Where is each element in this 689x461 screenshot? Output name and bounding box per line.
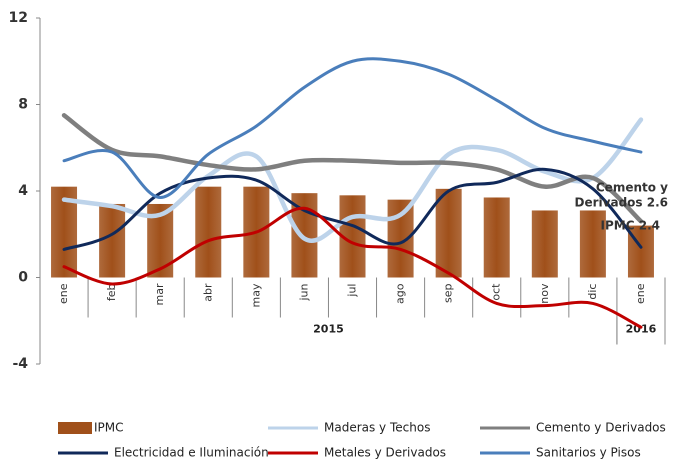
x-tick-label: mar [153,283,166,305]
x-tick-label: nov [538,283,551,304]
y-tick-label: 0 [18,270,28,286]
line [62,167,643,251]
line [62,57,643,199]
y-tick-label: -4 [12,356,28,372]
x-tick-label: may [249,283,262,307]
legend-label: IPMC [94,421,124,435]
x-tick-label: dic [586,284,599,300]
bar [531,210,558,278]
x-tick-label: ene [57,283,70,304]
legend-label: Electricidad e Iluminación [114,446,269,460]
x-tick-label: oct [490,283,503,301]
annotation: IPMC 2.4 [601,219,660,233]
bar [99,203,126,278]
bar [483,197,510,278]
group-label: 2015 [313,323,344,336]
bar [195,186,222,278]
y-tick-label: 8 [18,97,28,113]
legend-label: Maderas y Techos [324,421,430,435]
x-tick-label: jul [346,284,359,298]
line [61,117,644,243]
x-tick-label: sep [442,283,455,302]
x-tick-label: ago [394,283,407,304]
legend-label: Sanitarios y Pisos [536,446,641,460]
x-tick-label: feb [105,283,118,301]
bar [579,210,606,278]
legend-label: Metales y Derivados [324,446,446,460]
legend-label: Cemento y Derivados [536,421,666,435]
x-tick-label: jun [297,283,310,301]
annotation: Cemento y [596,181,668,195]
group-label: 2016 [626,323,657,336]
y-tick-label: 4 [18,183,28,199]
legend-swatch [58,422,92,434]
x-tick-label: ene [634,283,647,304]
line [62,206,643,329]
y-tick-label: 12 [9,10,28,26]
bar [435,188,462,278]
line [61,113,644,224]
annotation: Derivados 2.6 [575,196,668,210]
x-tick-label: abr [201,283,214,302]
